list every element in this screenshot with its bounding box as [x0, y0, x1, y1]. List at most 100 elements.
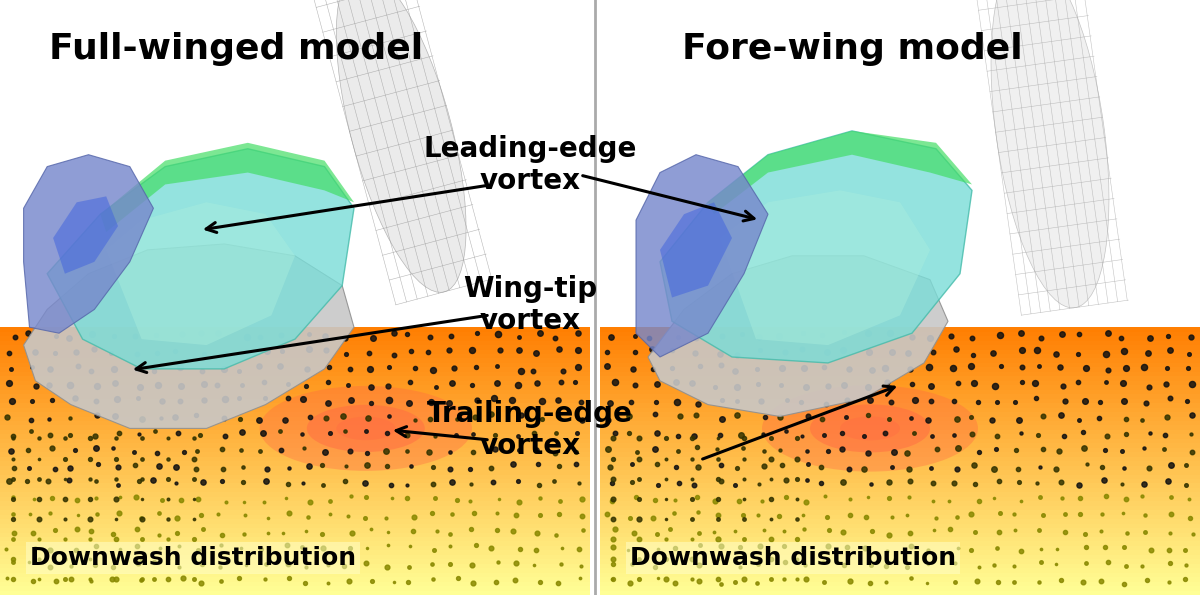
- Bar: [600, 461, 1200, 465]
- Bar: [0, 550, 590, 555]
- Bar: [600, 506, 1200, 510]
- Bar: [0, 386, 590, 390]
- Bar: [600, 524, 1200, 528]
- Polygon shape: [708, 131, 972, 214]
- Bar: [0, 390, 590, 394]
- Bar: [0, 416, 590, 421]
- Polygon shape: [636, 155, 768, 357]
- Bar: [600, 381, 1200, 386]
- Bar: [0, 412, 590, 416]
- Bar: [0, 336, 590, 340]
- Bar: [0, 586, 590, 590]
- Bar: [0, 354, 590, 358]
- Bar: [0, 497, 590, 501]
- Bar: [600, 354, 1200, 358]
- Bar: [600, 550, 1200, 555]
- Bar: [0, 483, 590, 488]
- Polygon shape: [107, 202, 295, 345]
- Ellipse shape: [840, 416, 900, 440]
- Ellipse shape: [991, 0, 1109, 308]
- Bar: [600, 483, 1200, 488]
- Bar: [600, 439, 1200, 443]
- Ellipse shape: [810, 405, 930, 452]
- Bar: [600, 515, 1200, 519]
- Bar: [600, 331, 1200, 336]
- Bar: [0, 439, 590, 443]
- Bar: [0, 470, 590, 475]
- Bar: [0, 345, 590, 349]
- Bar: [0, 475, 590, 479]
- Bar: [600, 412, 1200, 416]
- Bar: [600, 533, 1200, 537]
- Bar: [0, 555, 590, 559]
- Bar: [0, 488, 590, 492]
- Bar: [0, 501, 590, 506]
- Bar: [600, 497, 1200, 501]
- Bar: [0, 447, 590, 452]
- Bar: [600, 421, 1200, 425]
- Bar: [0, 430, 590, 434]
- Bar: [600, 568, 1200, 572]
- Bar: [600, 546, 1200, 550]
- Bar: [600, 349, 1200, 354]
- Polygon shape: [24, 155, 154, 333]
- Bar: [0, 408, 590, 412]
- Bar: [0, 528, 590, 533]
- Bar: [600, 577, 1200, 581]
- Bar: [600, 340, 1200, 345]
- Ellipse shape: [336, 0, 466, 292]
- Bar: [0, 590, 590, 595]
- Text: Downwash distribution: Downwash distribution: [30, 546, 356, 570]
- Bar: [0, 394, 590, 399]
- Bar: [0, 349, 590, 354]
- Bar: [0, 363, 590, 367]
- Bar: [600, 447, 1200, 452]
- Bar: [600, 537, 1200, 541]
- Bar: [600, 408, 1200, 412]
- Text: Downwash distribution: Downwash distribution: [630, 546, 956, 570]
- Bar: [0, 331, 590, 336]
- Text: Trailing-edge
vortex: Trailing-edge vortex: [427, 400, 632, 460]
- Bar: [0, 399, 590, 403]
- Bar: [600, 425, 1200, 430]
- Bar: [0, 492, 590, 497]
- Bar: [0, 519, 590, 524]
- Bar: [0, 403, 590, 408]
- Bar: [0, 533, 590, 537]
- Text: Leading-edge
vortex: Leading-edge vortex: [424, 135, 637, 195]
- Bar: [600, 457, 1200, 461]
- Bar: [0, 515, 590, 519]
- Bar: [600, 403, 1200, 408]
- Polygon shape: [47, 149, 354, 369]
- Bar: [0, 358, 590, 363]
- Bar: [600, 327, 1200, 331]
- Bar: [600, 430, 1200, 434]
- Bar: [600, 479, 1200, 483]
- Polygon shape: [53, 196, 118, 274]
- Bar: [600, 0, 1200, 595]
- Bar: [600, 372, 1200, 376]
- Bar: [600, 434, 1200, 439]
- Bar: [0, 465, 590, 470]
- Bar: [600, 358, 1200, 363]
- Bar: [0, 524, 590, 528]
- Bar: [600, 559, 1200, 563]
- Bar: [0, 479, 590, 483]
- Bar: [0, 434, 590, 439]
- Bar: [600, 390, 1200, 394]
- Polygon shape: [660, 202, 732, 298]
- Bar: [600, 394, 1200, 399]
- Ellipse shape: [762, 385, 978, 472]
- Bar: [0, 537, 590, 541]
- Bar: [600, 416, 1200, 421]
- Bar: [600, 510, 1200, 515]
- Bar: [600, 363, 1200, 367]
- Bar: [600, 572, 1200, 577]
- Bar: [600, 519, 1200, 524]
- Text: Full-winged model: Full-winged model: [49, 32, 424, 66]
- Ellipse shape: [307, 405, 425, 452]
- Bar: [600, 443, 1200, 447]
- Polygon shape: [720, 190, 930, 345]
- Bar: [600, 470, 1200, 475]
- Bar: [0, 381, 590, 386]
